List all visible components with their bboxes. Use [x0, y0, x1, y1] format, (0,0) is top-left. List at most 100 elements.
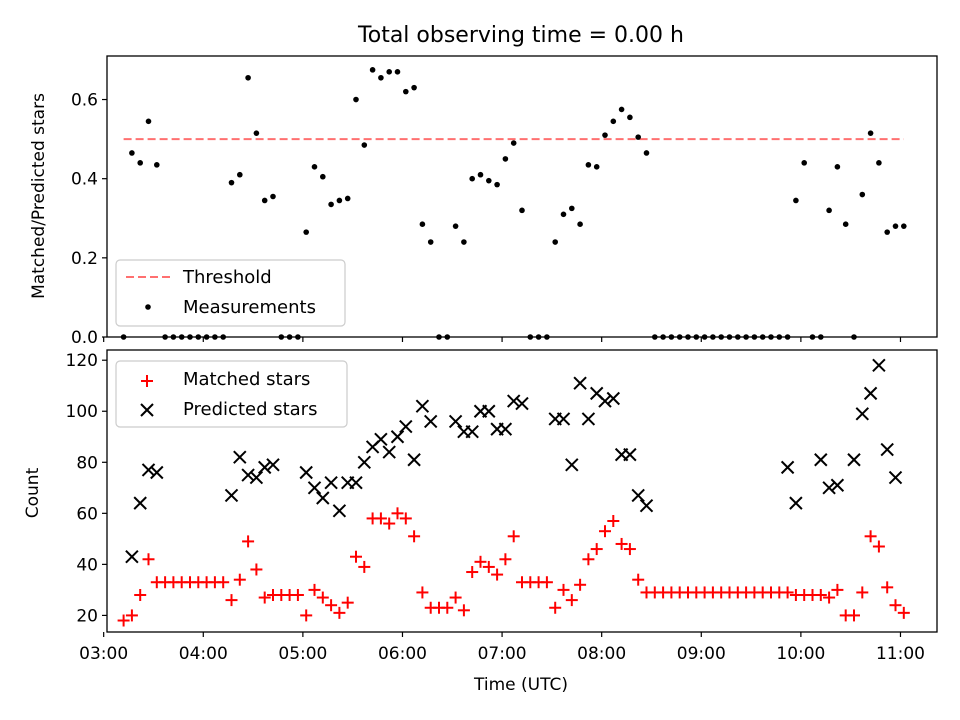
- measurement-point: [818, 334, 824, 340]
- measurement-point: [212, 334, 218, 340]
- measurement-point: [344, 195, 351, 202]
- x-tick-label: 07:00: [478, 644, 527, 664]
- matched-star-marker: [441, 601, 454, 614]
- measurement-point: [137, 160, 143, 166]
- measurement-point: [859, 191, 866, 198]
- predicted-marker-b: [399, 419, 413, 434]
- matched-star-marker: [225, 594, 238, 607]
- predicted-marker-b: [598, 394, 612, 408]
- measurement-point: [652, 334, 658, 340]
- measurement-point: [220, 334, 226, 340]
- predicted-marker-b: [133, 496, 147, 510]
- top-x-ticks: [103, 337, 902, 342]
- matched-star-marker: [831, 583, 844, 596]
- bottom-y-tick-label: 20: [76, 606, 98, 626]
- measurement-point: [784, 334, 791, 340]
- measurement-point: [776, 334, 783, 340]
- measurement-point: [162, 334, 168, 340]
- measurement-point: [519, 207, 525, 214]
- predicted-stars-markers: [125, 358, 903, 564]
- measurement-point: [328, 201, 334, 208]
- x-tick-label: 03:00: [79, 644, 128, 664]
- measurement-point: [245, 74, 251, 81]
- predicted-marker-b: [266, 458, 280, 472]
- predicted-star-marker: [498, 422, 513, 436]
- matched-star-marker: [416, 586, 429, 599]
- matched-star-marker: [474, 555, 487, 568]
- predicted-star-marker: [863, 386, 878, 401]
- predicted-marker-b: [814, 453, 828, 467]
- predicted-marker-b: [299, 465, 313, 480]
- matched-star-marker: [125, 609, 138, 622]
- matched-star-marker: [549, 601, 562, 614]
- x-tick-label: 04:00: [179, 644, 228, 664]
- measurement-point: [436, 334, 442, 340]
- measurement-point: [618, 106, 625, 113]
- top-axes-frame: [106, 55, 938, 338]
- measurement-point: [676, 334, 683, 340]
- top-y-ticks: 0.0 0.2 0.4 0.6: [71, 91, 107, 348]
- bottom-legend: Matched stars Predicted stars: [115, 360, 348, 428]
- measurement-point: [593, 164, 600, 170]
- measurement-point: [178, 334, 185, 340]
- predicted-marker-b: [506, 394, 521, 408]
- predicted-star-marker: [324, 475, 338, 490]
- predicted-marker-b: [423, 414, 438, 429]
- bottom-y-axis-label: Count: [23, 467, 43, 518]
- predicted-marker-b: [224, 488, 239, 503]
- measurement-point: [718, 334, 724, 340]
- predicted-star-marker: [415, 399, 430, 413]
- matched-stars-markers: [117, 507, 910, 627]
- predicted-marker-b: [606, 391, 621, 406]
- measurement-point: [353, 96, 359, 103]
- matched-star-marker: [848, 609, 860, 622]
- measurement-point: [361, 142, 368, 148]
- measurement-point: [394, 69, 401, 75]
- legend-matched-label: Matched stars: [183, 369, 310, 390]
- predicted-star-marker: [515, 396, 529, 411]
- matched-star-marker: [491, 568, 504, 581]
- predicted-marker-b: [822, 481, 836, 495]
- predicted-star-marker: [249, 470, 264, 485]
- matched-star-marker: [540, 576, 553, 589]
- predicted-star-marker: [565, 458, 579, 472]
- matched-star-marker: [499, 553, 512, 566]
- legend-predicted-label: Predicted stars: [183, 399, 317, 420]
- matched-star-marker: [482, 560, 495, 573]
- measurement-point: [403, 88, 409, 95]
- measurement-point: [768, 334, 774, 340]
- predicted-star-marker: [581, 412, 596, 426]
- predicted-star-marker: [606, 391, 621, 406]
- measurement-point: [203, 334, 210, 340]
- matched-star-marker: [814, 588, 827, 601]
- predicted-star-marker: [780, 460, 795, 475]
- x-tick-label: 09:00: [677, 644, 726, 664]
- predicted-marker-b: [324, 475, 338, 490]
- predicted-star-marker: [789, 496, 803, 510]
- predicted-marker-b: [357, 455, 372, 469]
- matched-star-marker: [325, 599, 338, 612]
- measurement-point: [535, 334, 542, 340]
- matched-star-marker: [872, 540, 885, 553]
- predicted-star-marker: [224, 488, 239, 503]
- predicted-star-marker: [332, 504, 347, 518]
- measurement-point: [378, 74, 384, 81]
- predicted-marker-b: [847, 453, 861, 467]
- matched-star-marker: [134, 588, 147, 601]
- predicted-marker-b: [789, 496, 803, 510]
- measurement-point: [726, 334, 733, 340]
- matched-star-marker: [383, 517, 396, 530]
- matched-star-marker: [258, 591, 271, 604]
- measurement-point: [801, 160, 807, 166]
- predicted-star-marker: [133, 496, 147, 510]
- measurement-point: [602, 132, 608, 138]
- measurement-point: [660, 334, 666, 340]
- legend-measurements-label: Measurements: [183, 297, 316, 318]
- matched-star-marker: [300, 609, 313, 622]
- measurement-point: [610, 118, 617, 125]
- predicted-marker-b: [830, 478, 845, 492]
- predicted-star-marker: [374, 432, 388, 447]
- measurement-point: [527, 334, 534, 340]
- predicted-star-marker: [141, 463, 156, 477]
- predicted-star-marker: [598, 394, 612, 408]
